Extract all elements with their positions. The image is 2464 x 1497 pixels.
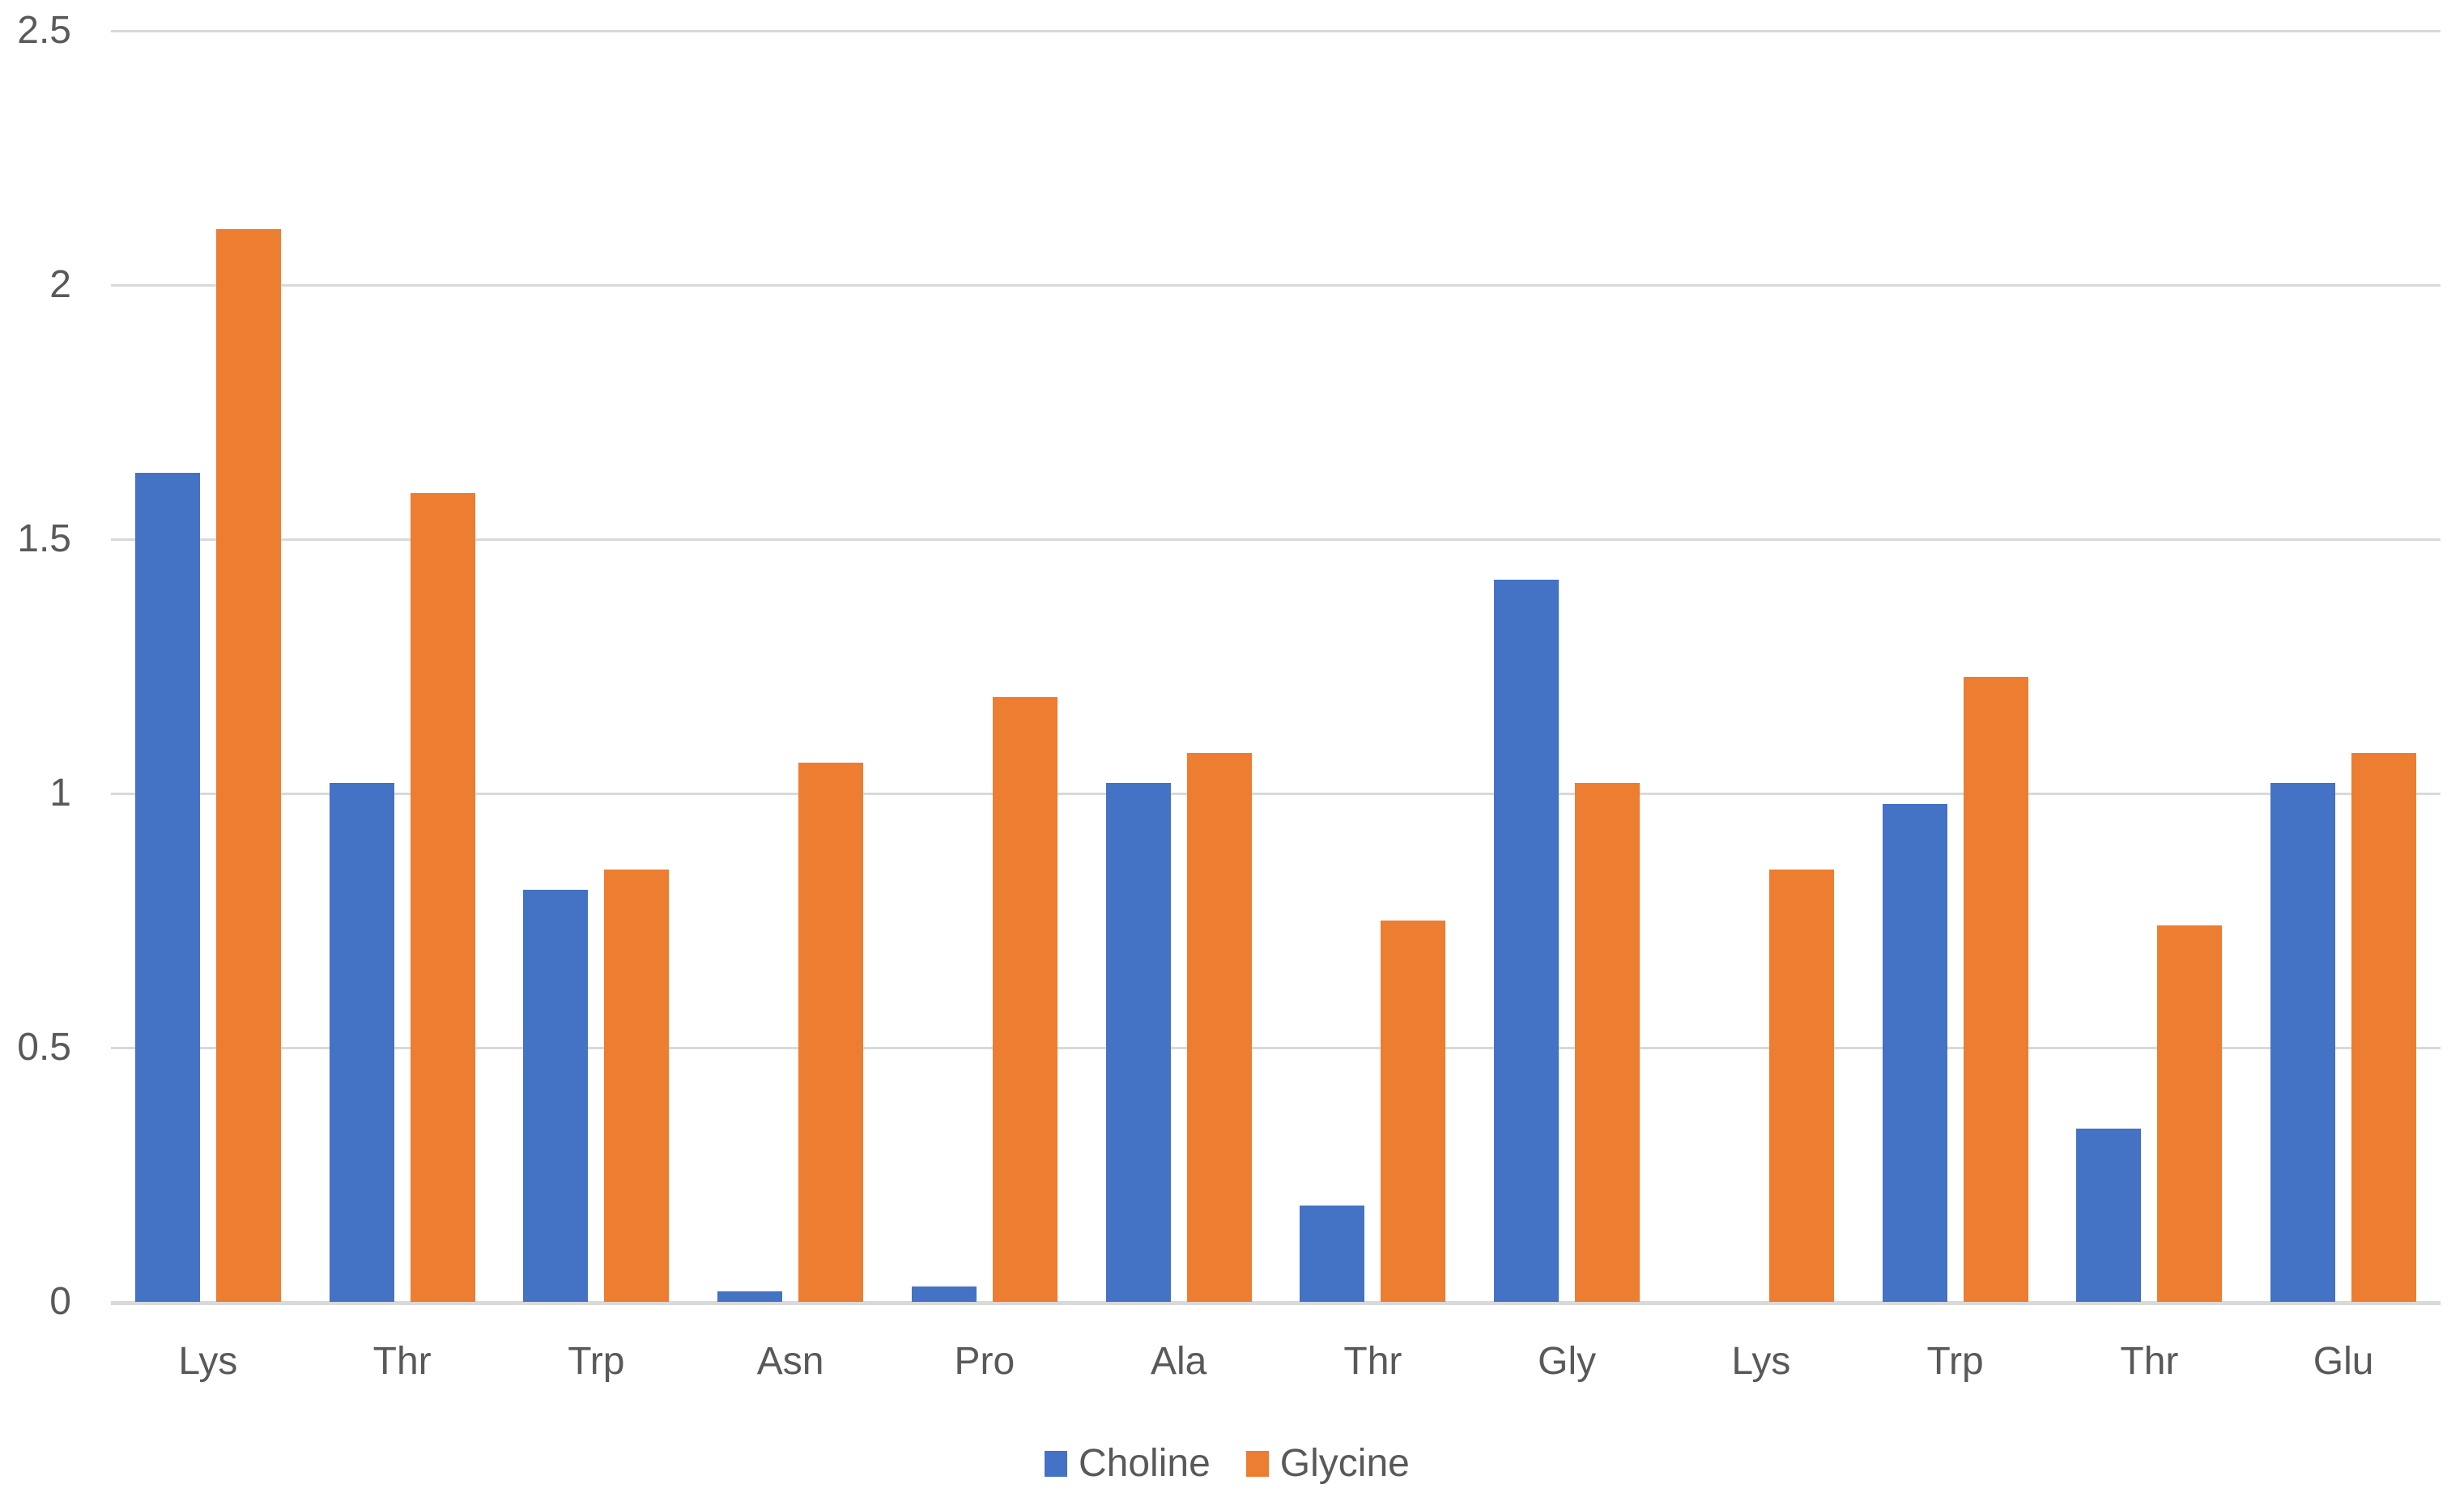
bar-choline-thr-7 [1300,1206,1365,1302]
y-tick-label-2: 2 [49,263,71,306]
gridline-y-0.5 [111,1047,2441,1049]
bar-glycine-thr-11 [2157,925,2223,1302]
bar-cluster-lys-9 [1664,31,1858,1302]
gridline-y-1 [111,793,2441,795]
bar-choline-gly-8 [1494,580,1560,1302]
x-tick-label-lys-1: Lys [178,1340,238,1383]
bar-cluster-asn-4 [693,31,887,1302]
bar-cluster-glu-12 [2246,31,2441,1302]
x-tick-label-gly-8: Gly [1538,1340,1597,1383]
bar-choline-trp-10 [1882,804,1947,1302]
x-axis-baseline [111,1301,2441,1305]
bar-choline-asn-4 [717,1291,783,1302]
bar-choline-pro-5 [911,1286,977,1302]
bar-choline-thr-2 [329,783,394,1302]
y-tick-label-2.5: 2.5 [17,9,71,52]
x-tick-label-thr-11: Thr [2120,1340,2179,1383]
bar-cluster-trp-3 [500,31,694,1302]
y-tick-label-1: 1 [49,772,71,814]
gridline-y-2.5 [111,30,2441,32]
x-tick-label-pro-5: Pro [954,1340,1015,1383]
x-tick-label-ala-6: Ala [1150,1340,1207,1383]
bar-choline-glu-12 [2270,783,2336,1302]
bar-cluster-gly-8 [1470,31,1664,1302]
legend-swatch-choline [1045,1451,1067,1477]
legend-item-choline: Choline [1045,1444,1211,1483]
bar-choline-thr-11 [2076,1129,2142,1302]
legend-label-glycine: Glycine [1279,1442,1410,1485]
bar-cluster-thr-7 [1276,31,1470,1302]
legend-swatch-glycine [1245,1451,1269,1477]
bar-cluster-thr-2 [305,31,500,1302]
x-tick-label-lys-9: Lys [1731,1340,1791,1383]
bar-choline-trp-3 [523,890,589,1302]
y-tick-label-0: 0 [49,1280,71,1323]
bar-cluster-trp-10 [1858,31,2053,1302]
bar-cluster-ala-6 [1082,31,1276,1302]
x-tick-label-trp-3: Trp [568,1340,625,1383]
y-tick-label-0.5: 0.5 [17,1026,71,1069]
bar-glycine-ala-6 [1186,753,1252,1302]
bar-glycine-glu-12 [2351,753,2417,1302]
bar-glycine-trp-3 [604,870,670,1302]
bar-glycine-pro-5 [992,697,1058,1302]
x-tick-label-asn-4: Asn [756,1340,824,1383]
legend-label-choline: Choline [1079,1442,1211,1485]
gridline-y-1.5 [111,538,2441,541]
x-tick-label-thr-7: Thr [1343,1340,1402,1383]
x-tick-label-thr-2: Thr [372,1340,432,1383]
y-tick-label-1.5: 1.5 [17,517,71,560]
bar-cluster-lys-1 [111,31,305,1302]
bar-glycine-thr-7 [1381,921,1446,1302]
bar-glycine-lys-1 [215,229,281,1302]
bar-cluster-thr-11 [2053,31,2247,1302]
bar-choline-ala-6 [1105,783,1171,1302]
bar-choline-lys-1 [134,473,200,1302]
bar-cluster-pro-5 [887,31,1082,1302]
bar-glycine-asn-4 [798,763,864,1302]
gridline-y-2 [111,284,2441,287]
bar-glycine-thr-2 [410,493,475,1302]
legend-item-glycine: Glycine [1245,1442,1410,1485]
bar-glycine-lys-9 [1768,870,1834,1302]
chart-legend: Choline Glycine [1045,1444,1410,1483]
bar-glycine-trp-10 [1963,677,2028,1302]
bar-glycine-gly-8 [1575,783,1641,1302]
x-tick-label-glu-12: Glu [2313,1340,2374,1383]
x-tick-label-trp-10: Trp [1926,1340,1984,1383]
